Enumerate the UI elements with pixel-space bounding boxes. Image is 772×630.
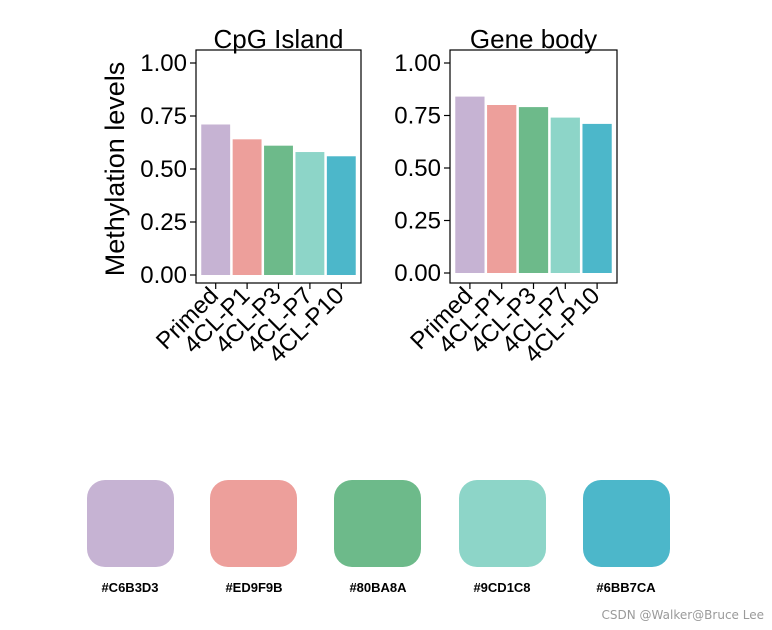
- panel-1-bar-4CL-P1: [232, 139, 262, 275]
- panel-1-ytick-label: 0.00: [140, 262, 187, 289]
- panel-1-bar-Primed: [201, 124, 231, 275]
- panel-1-bar-4CL-P10: [326, 156, 356, 275]
- panel-2-ytick-label: 0.00: [394, 260, 441, 287]
- palette-swatch-5: [583, 480, 670, 567]
- panel-2-ytick-label: 0.25: [394, 208, 441, 235]
- y-axis-title: Methylation levels: [100, 62, 130, 277]
- panel-1-ytick-label: 0.50: [140, 156, 187, 183]
- palette-swatch-1: [87, 480, 174, 567]
- palette-swatch-3: [334, 480, 421, 567]
- panel-1-ytick-label: 1.00: [140, 50, 187, 77]
- palette-label-3: #80BA8A: [349, 580, 407, 595]
- panel-1-title: CpG Island: [213, 24, 343, 54]
- palette-label-4: #9CD1C8: [473, 580, 531, 595]
- panel-2-ytick-label: 1.00: [394, 50, 441, 77]
- palette-label-2: #ED9F9B: [225, 580, 283, 595]
- panel-2-bar-4CL-P3: [518, 107, 549, 273]
- palette-swatch-4: [459, 480, 546, 567]
- palette-label-5: #6BB7CA: [596, 580, 656, 595]
- panel-2-bar-4CL-P10: [582, 123, 612, 274]
- watermark-text: CSDN @Walker@Bruce Lee: [601, 608, 764, 622]
- chart-figure: Methylation levels CpG Island 0.00 0.25 0.5…: [100, 24, 618, 368]
- panel-2-bar-4CL-P1: [487, 105, 517, 273]
- panel-2-title: Gene body: [470, 24, 597, 54]
- panel-1-ytick-label: 0.25: [140, 209, 187, 236]
- panel-2-bar-Primed: [455, 96, 485, 273]
- panel-2-ytick-label: 0.50: [394, 155, 441, 182]
- panel-2-ytick-label: 0.75: [394, 103, 441, 130]
- panel-1-bar-4CL-P7: [295, 152, 325, 275]
- panel-1-ytick-label: 0.75: [140, 103, 187, 130]
- panel-2-bar-4CL-P7: [550, 117, 580, 273]
- palette-swatch-2: [210, 480, 297, 567]
- panel-1-bar-4CL-P3: [264, 145, 293, 275]
- palette-label-1: #C6B3D3: [101, 580, 159, 595]
